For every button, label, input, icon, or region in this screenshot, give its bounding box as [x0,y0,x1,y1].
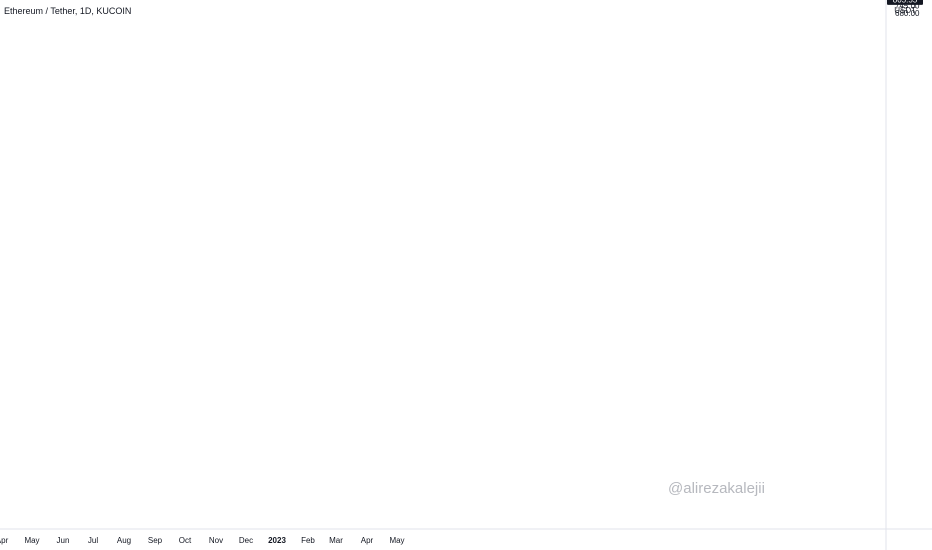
time-tick-label: Feb [301,536,315,545]
chart-title: Ethereum / Tether, 1D, KUCOIN [4,6,132,16]
time-tick-label: Jul [88,536,98,545]
price-axis: 4400.004000.003600.003200.002800.002500.… [885,0,920,550]
price-unit-label: USDT [894,6,916,15]
price-tick-label: 745.00 [895,1,920,10]
time-tick-label: Apr [0,536,9,545]
time-tick-label: Dec [239,536,253,545]
price-badges: 1501.011306.50805.55ETHUSDT1208.3713:35:… [887,0,923,5]
time-tick-label: May [24,536,39,545]
time-tick-label: Jun [57,536,70,545]
author-watermark: @alirezakalejii [668,480,765,497]
time-tick-label: Oct [179,536,192,545]
time-axis: Apr May Jun Jul Aug Sep Oct Nov Dec 2023 Feb Mar Apr… [0,528,932,545]
price-tick-label: 680.00 [895,9,920,18]
time-tick-label: May [389,536,404,545]
time-tick-label: Aug [117,536,131,545]
time-tick-label: 2023 [268,536,286,545]
bottom-level-label: 805.55 [893,0,918,4]
time-tick-label: Sep [148,536,163,545]
time-tick-label: Apr [361,536,374,545]
time-tick-label: Mar [329,536,343,545]
time-tick-label: Nov [209,536,223,545]
bottom-level-badge [887,0,923,5]
